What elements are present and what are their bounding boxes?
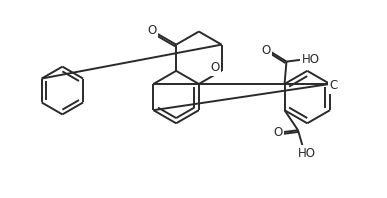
Text: O: O (273, 127, 283, 139)
Text: O: O (262, 44, 271, 56)
Text: HO: HO (298, 147, 315, 160)
Text: C: C (329, 79, 337, 92)
Text: O: O (210, 61, 219, 74)
Text: O: O (147, 24, 156, 37)
Text: HO: HO (301, 53, 319, 66)
